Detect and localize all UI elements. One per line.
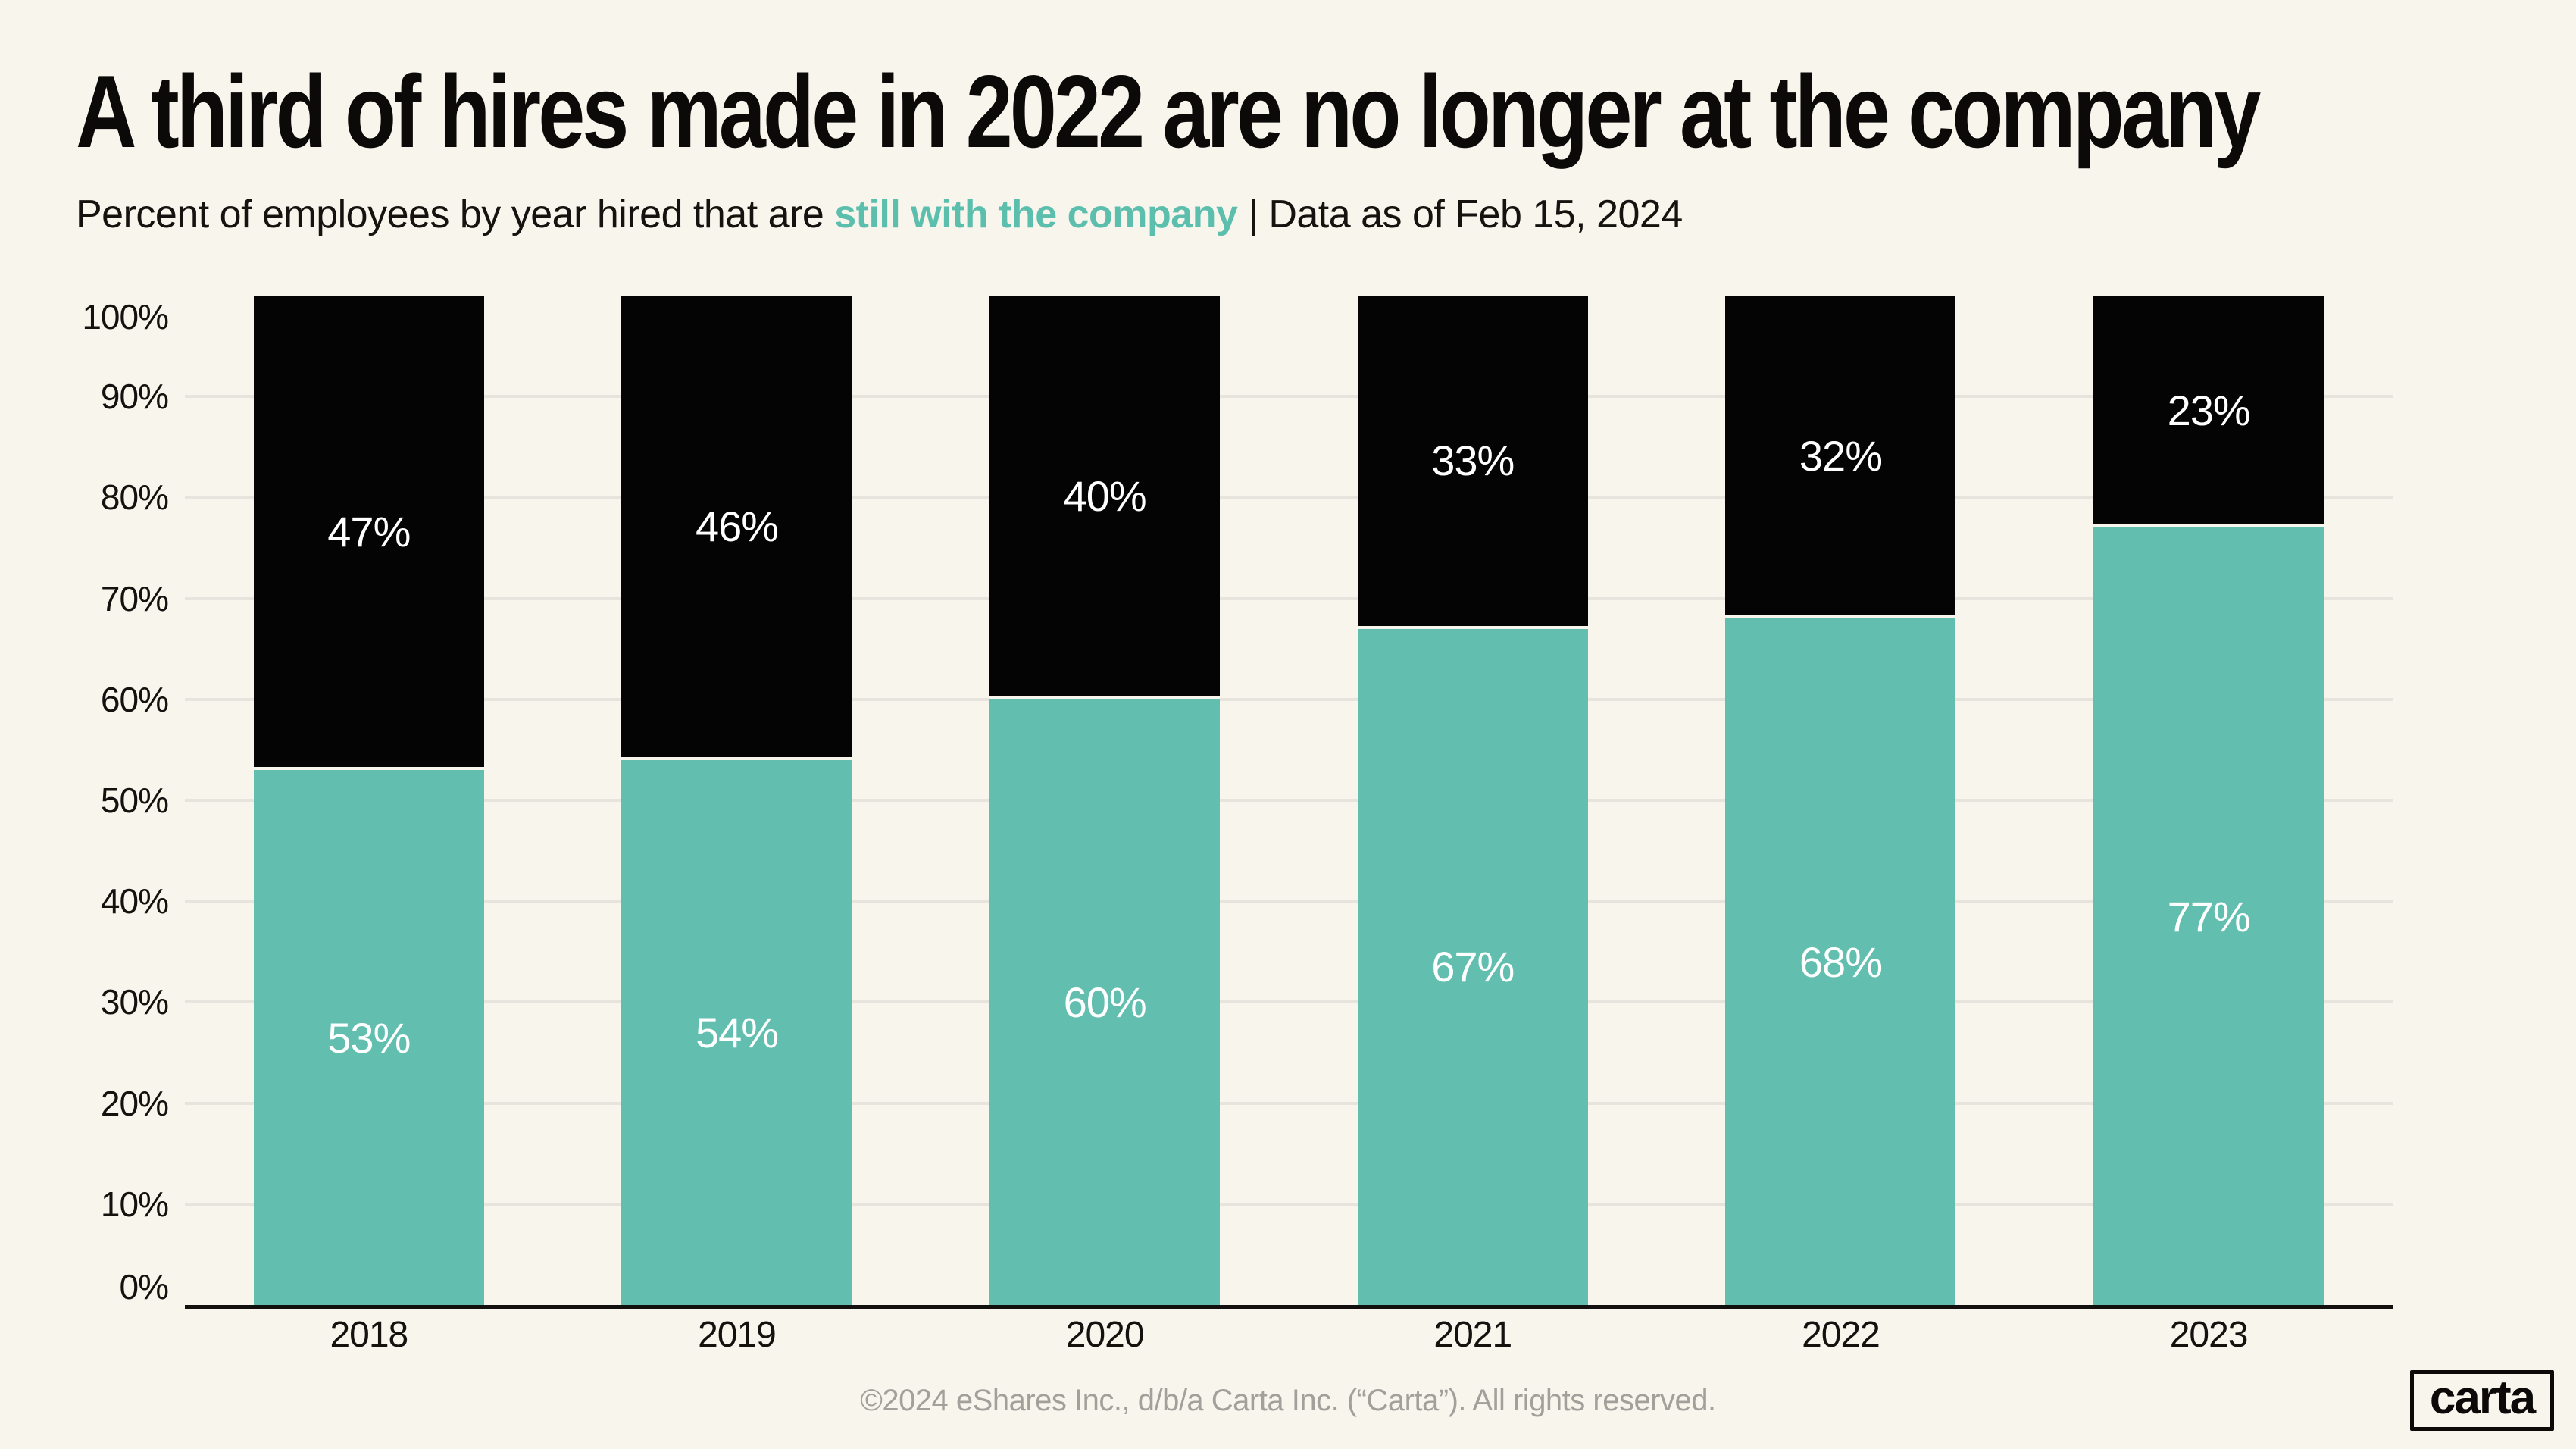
grid-line (185, 496, 2393, 499)
y-tick-label: 50% (100, 781, 169, 820)
y-tick-label: 60% (100, 679, 169, 719)
bar-2018: 47% 53% (253, 296, 484, 1305)
grid-line (185, 1000, 2393, 1004)
bar-2019: 46% 54% (621, 296, 852, 1305)
chart-subtitle: Percent of employees by year hired that … (76, 191, 1683, 238)
bar-segment-still: 67% (1357, 628, 1588, 1305)
subtitle-date: Data as of Feb 15, 2024 (1268, 192, 1683, 236)
y-tick-label: 40% (100, 881, 169, 922)
bar-value-label-departed: 47% (327, 507, 411, 556)
bar-value-label-departed: 40% (1063, 471, 1147, 520)
bar-value-label-still: 67% (1431, 943, 1515, 991)
bar-segment-departed: 23% (2093, 296, 2324, 528)
x-tick-label: 2018 (330, 1315, 408, 1355)
y-tick-label: 100% (82, 297, 169, 336)
bars-row: 47% 53% 46% 54% 40% 60% 33% 67% 32% 68% 23% 77% (185, 296, 2393, 1305)
bar-value-label-departed: 46% (695, 502, 779, 550)
bar-segment-still: 53% (253, 770, 484, 1305)
bar-value-label-still: 77% (2167, 892, 2251, 940)
bar-segment-departed: 32% (1725, 296, 1956, 619)
bar-segment-still: 77% (2093, 527, 2324, 1305)
bar-2020: 40% 60% (989, 296, 1221, 1305)
bar-segment-departed: 47% (253, 296, 484, 771)
bar-2022: 32% 68% (1725, 296, 1956, 1305)
bar-2023: 23% 77% (2093, 296, 2324, 1305)
subtitle-highlight: still with the company (834, 192, 1238, 236)
y-tick-label: 10% (100, 1184, 169, 1224)
grid-line (185, 1101, 2393, 1105)
grid-line (185, 799, 2393, 802)
bar-segment-still: 60% (989, 699, 1221, 1305)
bar-segment-still: 68% (1725, 618, 1956, 1305)
y-tick-label: 90% (100, 377, 169, 417)
bar-segment-departed: 40% (989, 296, 1221, 699)
grid-line (185, 596, 2393, 600)
plot-area: 47% 53% 46% 54% 40% 60% 33% 67% 32% 68% 23% 77% (185, 296, 2393, 1305)
page-title: A third of hires made in 2022 are no lon… (76, 54, 2261, 169)
bar-value-label-still: 60% (1063, 978, 1147, 1026)
carta-logo: carta (2410, 1370, 2554, 1431)
bar-segment-still: 54% (621, 759, 852, 1305)
x-axis-labels: 2018 2019 2020 2021 2022 2023 (185, 1314, 2393, 1356)
footer-copyright: ©2024 eShares Inc., d/b/a Carta Inc. (“C… (860, 1384, 1716, 1417)
bar-value-label-still: 68% (1799, 937, 1883, 986)
grid-line (185, 900, 2393, 903)
x-tick-label: 2019 (698, 1315, 777, 1355)
y-axis-labels: 0% 10% 20% 30% 40% 50% 60% 70% 80% 90% 100% (0, 296, 169, 1307)
bar-segment-departed: 33% (1357, 296, 1588, 629)
bar-value-label-still: 53% (327, 1013, 411, 1062)
bar-value-label-departed: 23% (2167, 386, 2251, 434)
x-tick-label: 2020 (1065, 1315, 1145, 1355)
grid-line (185, 1202, 2393, 1206)
x-axis-line (185, 1305, 2393, 1309)
x-tick-label: 2023 (2169, 1315, 2249, 1355)
y-tick-label: 20% (100, 1083, 169, 1123)
y-tick-label: 80% (100, 477, 169, 518)
y-tick-label: 30% (100, 982, 169, 1022)
grid-line (185, 697, 2393, 701)
x-tick-label: 2021 (1433, 1315, 1512, 1355)
y-tick-label: 0% (119, 1267, 169, 1307)
bar-segment-departed: 46% (621, 296, 852, 760)
bar-value-label-still: 54% (695, 1008, 779, 1056)
y-tick-label: 70% (100, 578, 169, 618)
bar-value-label-departed: 33% (1431, 437, 1515, 485)
bar-2021: 33% 67% (1357, 296, 1588, 1305)
carta-logo-text: carta (2429, 1372, 2536, 1424)
grid-line (185, 395, 2393, 399)
x-tick-label: 2022 (1802, 1315, 1880, 1355)
subtitle-separator: | (1237, 192, 1269, 236)
bar-value-label-departed: 32% (1799, 431, 1883, 480)
subtitle-prefix: Percent of employees by year hired that … (76, 192, 835, 236)
